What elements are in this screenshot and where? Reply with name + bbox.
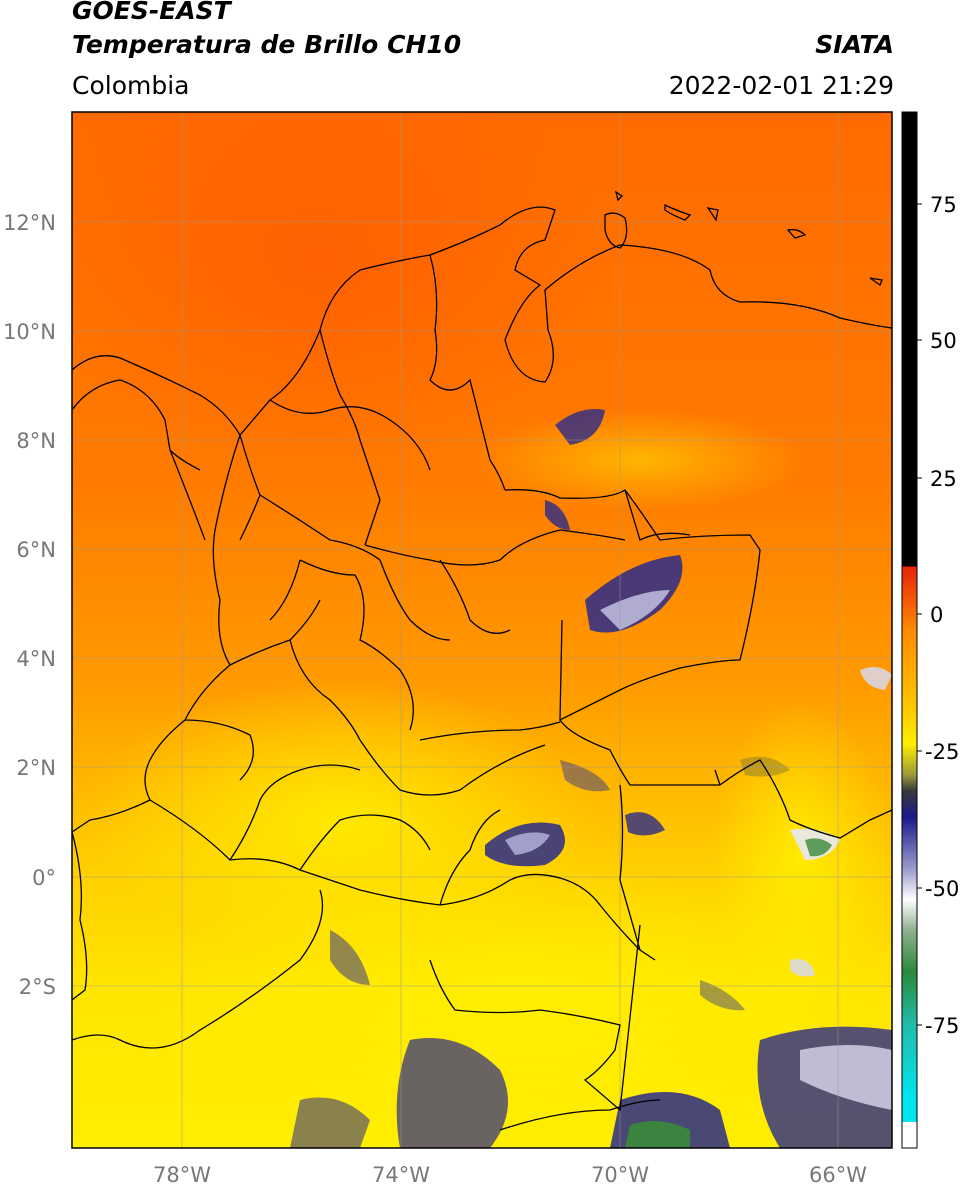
lat-tick: 6°N xyxy=(16,538,56,562)
colorbar-tick: -75 xyxy=(925,1014,959,1038)
lat-tick: 2°N xyxy=(16,756,56,780)
colorbar-tick: 25 xyxy=(930,467,957,491)
map-field xyxy=(72,112,892,1148)
lon-tick: 74°W xyxy=(372,1163,430,1187)
lat-tick: 4°N xyxy=(16,647,56,671)
cloud-tops xyxy=(290,409,892,1148)
product-title: Temperatura de Brillo CH10 xyxy=(72,30,462,59)
brand-label: SIATA xyxy=(815,30,894,59)
lon-tick: 66°W xyxy=(809,1163,867,1187)
lat-axis: 12°N 10°N 8°N 6°N 4°N 2°N 0° 2°S xyxy=(3,211,56,999)
lat-tick: 12°N xyxy=(3,211,56,235)
satellite-title: GOES-EAST xyxy=(72,0,231,25)
colorbar-tick: -25 xyxy=(925,740,959,764)
map-frame xyxy=(71,111,893,1149)
lon-axis: 78°W 74°W 70°W 66°W xyxy=(153,1163,867,1187)
colorbar: 75 50 25 0 -25 -50 -75 xyxy=(901,111,959,1149)
lon-tick: 70°W xyxy=(591,1163,649,1187)
lon-tick: 78°W xyxy=(153,1163,211,1187)
borders xyxy=(72,190,892,1131)
colorbar-tick: 75 xyxy=(930,193,957,217)
colorbar-tick: 0 xyxy=(930,603,943,627)
lat-tick: 10°N xyxy=(3,320,56,344)
region-label: Colombia xyxy=(72,71,190,100)
graticule xyxy=(72,112,892,1148)
datetime-label: 2022-02-01 21:29 xyxy=(668,71,894,100)
colorbar-tick: 50 xyxy=(930,329,957,353)
lat-tick: 8°N xyxy=(16,429,56,453)
lat-tick: 0° xyxy=(32,866,56,890)
lat-tick: 2°S xyxy=(19,975,56,999)
colorbar-tick: -50 xyxy=(925,877,959,901)
